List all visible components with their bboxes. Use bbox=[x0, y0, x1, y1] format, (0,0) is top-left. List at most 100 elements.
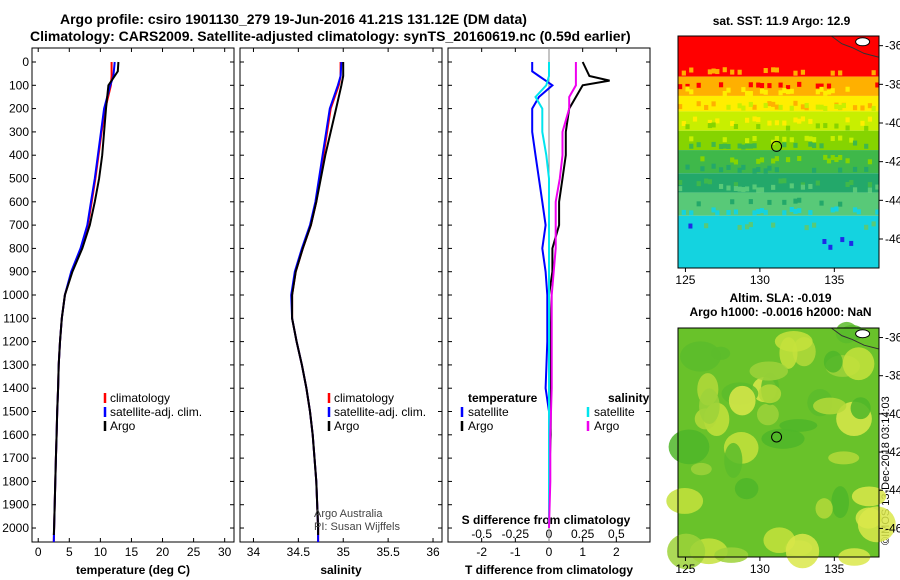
sst-cell bbox=[852, 207, 858, 213]
series-line-0-satellite-adj-clim- bbox=[52, 61, 116, 543]
sst-cell bbox=[778, 104, 783, 110]
map-lat-label-1: -46 bbox=[885, 521, 900, 535]
sst-cell bbox=[711, 68, 716, 74]
sst-cell bbox=[875, 184, 880, 190]
sst-cell bbox=[864, 143, 869, 149]
sst-cell bbox=[852, 105, 858, 111]
sst-cell bbox=[767, 199, 772, 205]
map-lat-label-1: -40 bbox=[885, 407, 900, 421]
sst-cell bbox=[793, 198, 798, 204]
sst-cell bbox=[737, 224, 742, 230]
sst-cell bbox=[730, 199, 735, 205]
sst-cell bbox=[733, 159, 739, 165]
sst-cell bbox=[815, 83, 820, 89]
sst-cell bbox=[730, 157, 735, 163]
depth-tick-label: 200 bbox=[9, 102, 29, 116]
sst-cell bbox=[845, 158, 850, 164]
sst-cell bbox=[689, 67, 694, 73]
sst-cell bbox=[748, 199, 753, 205]
sst-cell bbox=[782, 210, 787, 216]
x-top-tick-label: 0.5 bbox=[608, 527, 625, 541]
map-frame-0 bbox=[677, 35, 880, 269]
sst-cell bbox=[715, 118, 720, 124]
x-axis-label-0: temperature (deg C) bbox=[76, 563, 190, 577]
sst-cell bbox=[741, 144, 746, 150]
sst-cell bbox=[707, 119, 712, 125]
sla-patch bbox=[728, 385, 756, 416]
sst-cell bbox=[860, 120, 865, 126]
sla-patch bbox=[666, 488, 704, 514]
sst-cell bbox=[864, 125, 869, 131]
sst-cell bbox=[819, 143, 824, 149]
sla-patch bbox=[857, 506, 896, 543]
sst-cell bbox=[733, 124, 739, 130]
sst-cell bbox=[789, 105, 794, 111]
sst-cell bbox=[793, 142, 798, 148]
map-lon-label-1: 135 bbox=[824, 562, 844, 576]
depth-tick-label: 700 bbox=[9, 218, 29, 232]
sst-cell bbox=[812, 143, 817, 149]
sst-cell bbox=[789, 88, 794, 94]
sst-cell bbox=[696, 142, 701, 148]
sla-patch bbox=[815, 498, 833, 519]
sst-cell bbox=[759, 88, 765, 94]
legend-group-temperature: temperature bbox=[468, 391, 538, 405]
sst-cell bbox=[840, 237, 845, 243]
legend-label-0: Argo bbox=[110, 419, 136, 433]
sst-cell bbox=[812, 167, 817, 173]
sst-cell bbox=[774, 156, 779, 162]
sla-patch bbox=[734, 477, 759, 500]
sst-cell bbox=[800, 184, 806, 190]
sst-cell bbox=[785, 125, 791, 131]
sst-cell bbox=[852, 187, 858, 193]
sst-cell bbox=[756, 117, 761, 123]
sst-cell bbox=[852, 140, 858, 146]
depth-tick-label: 900 bbox=[9, 265, 29, 279]
sla-patch bbox=[835, 321, 858, 344]
argo-position-marker-sst bbox=[771, 140, 783, 152]
sst-cell bbox=[804, 102, 809, 108]
sst-cell bbox=[733, 186, 739, 192]
sst-cell bbox=[726, 143, 731, 149]
sst-cell bbox=[704, 178, 709, 184]
sst-cell bbox=[771, 67, 776, 73]
sst-cell bbox=[822, 239, 827, 244]
map-lon-label-1: 130 bbox=[750, 562, 770, 576]
sst-cell bbox=[834, 103, 839, 109]
sst-cell bbox=[726, 87, 731, 93]
depth-tick-label: 300 bbox=[9, 125, 29, 139]
sst-cell bbox=[748, 90, 753, 96]
x-top-tick-label: -0.25 bbox=[502, 527, 530, 541]
legend-label-2: Argo bbox=[468, 419, 494, 433]
sst-cell bbox=[718, 144, 724, 150]
map-lon-label-1: 125 bbox=[675, 562, 695, 576]
depth-tick-label: 100 bbox=[9, 78, 29, 92]
sst-cell bbox=[797, 81, 802, 87]
sst-cell bbox=[711, 101, 716, 107]
sst-cell bbox=[696, 101, 701, 107]
sst-cell bbox=[689, 89, 694, 95]
sst-cell bbox=[767, 120, 772, 126]
depth-tick-label: 400 bbox=[9, 148, 29, 162]
sla-patch bbox=[850, 397, 871, 420]
sst-cell bbox=[696, 181, 701, 187]
sst-cell bbox=[845, 181, 850, 187]
sst-cell bbox=[830, 88, 835, 94]
sst-cell bbox=[730, 69, 735, 75]
sst-cell bbox=[800, 104, 806, 110]
x-tick-label: 5 bbox=[66, 545, 73, 559]
legend-group-salinity: salinity bbox=[608, 391, 650, 405]
panel-frame-0 bbox=[31, 47, 235, 543]
x-tick-label: 2 bbox=[613, 545, 620, 559]
sst-cell bbox=[812, 137, 817, 143]
sst-cell bbox=[752, 116, 757, 122]
sst-cell bbox=[867, 182, 873, 188]
sst-cell bbox=[681, 209, 686, 215]
sst-cell bbox=[759, 83, 765, 89]
sst-cell bbox=[700, 156, 705, 162]
depth-tick-label: 500 bbox=[9, 172, 29, 186]
argo-position-marker-sla bbox=[771, 431, 783, 443]
sst-cell bbox=[808, 136, 813, 142]
map-lat-label-0: -38 bbox=[885, 77, 900, 91]
sst-cell bbox=[681, 121, 686, 127]
